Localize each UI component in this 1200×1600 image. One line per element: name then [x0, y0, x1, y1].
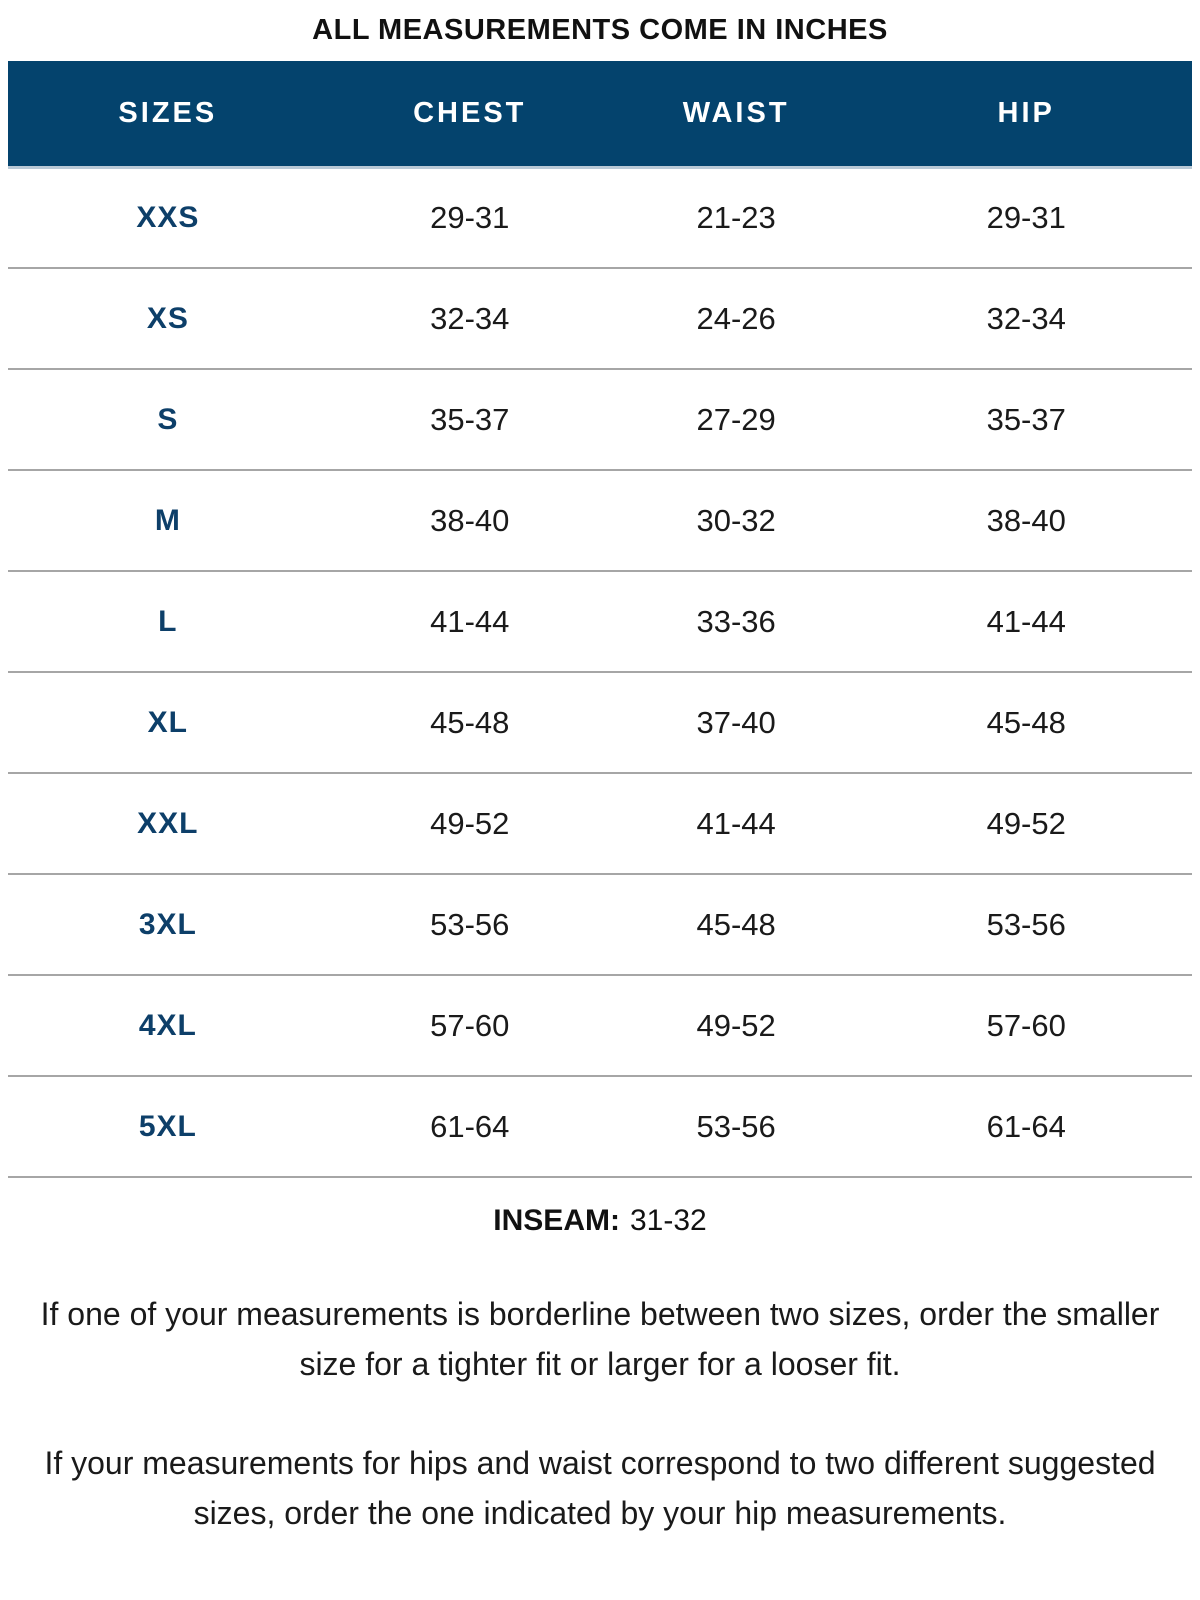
- size-label-cell: 3XL: [8, 874, 328, 976]
- measurement-cell: 53-56: [860, 874, 1192, 976]
- table-row: 4XL 57-60 49-52 57-60: [8, 975, 1192, 1077]
- table-row: XXS 29-31 21-23 29-31: [8, 167, 1192, 269]
- header-row: SIZES CHEST WAIST HIP: [8, 61, 1192, 169]
- measurement-cell: 33-36: [611, 571, 861, 673]
- measurement-cell: 32-34: [860, 268, 1192, 370]
- inseam-label: INSEAM:: [493, 1204, 620, 1237]
- size-label-cell: L: [8, 571, 328, 673]
- table-row: 5XL 61-64 53-56 61-64: [8, 1076, 1192, 1178]
- measurement-cell: 32-34: [327, 268, 612, 370]
- measurement-cell: 21-23: [611, 167, 861, 269]
- measurement-cell: 41-44: [611, 773, 861, 875]
- measurement-cell: 27-29: [611, 369, 861, 471]
- measurement-cell: 29-31: [860, 167, 1192, 269]
- measurement-cell: 38-40: [327, 470, 612, 572]
- measurement-cell: 38-40: [860, 470, 1192, 572]
- measurement-cell: 41-44: [327, 571, 612, 673]
- measurement-cell: 45-48: [860, 672, 1192, 774]
- measurement-cell: 29-31: [327, 167, 612, 269]
- size-label-cell: 5XL: [8, 1076, 328, 1178]
- measurement-cell: 45-48: [611, 874, 861, 976]
- measurement-cell: 53-56: [611, 1076, 861, 1178]
- size-chart-table: SIZES CHEST WAIST HIP XXS 29-31 21-23 29-31…: [8, 61, 1192, 1178]
- measurement-cell: 37-40: [611, 672, 861, 774]
- size-label-cell: XXS: [8, 167, 328, 269]
- table-header: SIZES CHEST WAIST HIP: [8, 61, 1192, 169]
- measurement-cell: 57-60: [327, 975, 612, 1077]
- column-header-hip: HIP: [860, 61, 1192, 169]
- column-header-chest: CHEST: [327, 61, 612, 169]
- column-header-sizes: SIZES: [8, 61, 328, 169]
- measurement-cell: 61-64: [327, 1076, 612, 1178]
- column-header-waist: WAIST: [611, 61, 861, 169]
- inseam-value: 31-32: [629, 1204, 707, 1237]
- size-label-cell: XXL: [8, 773, 328, 875]
- size-label-cell: S: [8, 369, 328, 471]
- size-label-cell: XS: [8, 268, 328, 370]
- fit-note-hip-priority: If your measurements for hips and waist …: [44, 1445, 1156, 1531]
- table-row: XS 32-34 24-26 32-34: [8, 268, 1192, 370]
- table-row: XL 45-48 37-40 45-48: [8, 672, 1192, 774]
- size-label-cell: 4XL: [8, 975, 328, 1077]
- table-row: XXL 49-52 41-44 49-52: [8, 773, 1192, 875]
- measurement-cell: 49-52: [327, 773, 612, 875]
- inseam-row: INSEAM: 31-32: [0, 1204, 1200, 1238]
- table-row: 3XL 53-56 45-48 53-56: [8, 874, 1192, 976]
- size-table-body: XXS 29-31 21-23 29-31 XS 32-34 24-26 32-34 S 35-3…: [8, 167, 1192, 1178]
- measurement-cell: 41-44: [860, 571, 1192, 673]
- measurement-cell: 30-32: [611, 470, 861, 572]
- measurement-cell: 49-52: [860, 773, 1192, 875]
- measurement-cell: 53-56: [327, 874, 612, 976]
- measurement-cell: 49-52: [611, 975, 861, 1077]
- measurement-cell: 24-26: [611, 268, 861, 370]
- measurement-cell: 57-60: [860, 975, 1192, 1077]
- measurement-cell: 45-48: [327, 672, 612, 774]
- measurement-cell: 35-37: [860, 369, 1192, 471]
- measurement-cell: 61-64: [860, 1076, 1192, 1178]
- table-row: S 35-37 27-29 35-37: [8, 369, 1192, 471]
- size-label-cell: XL: [8, 672, 328, 774]
- page-title: ALL MEASUREMENTS COME IN INCHES: [312, 14, 888, 46]
- table-row: M 38-40 30-32 38-40: [8, 470, 1192, 572]
- table-row: L 41-44 33-36 41-44: [8, 571, 1192, 673]
- size-label-cell: M: [8, 470, 328, 572]
- measurement-cell: 35-37: [327, 369, 612, 471]
- fit-note-borderline: If one of your measurements is borderlin…: [40, 1296, 1160, 1382]
